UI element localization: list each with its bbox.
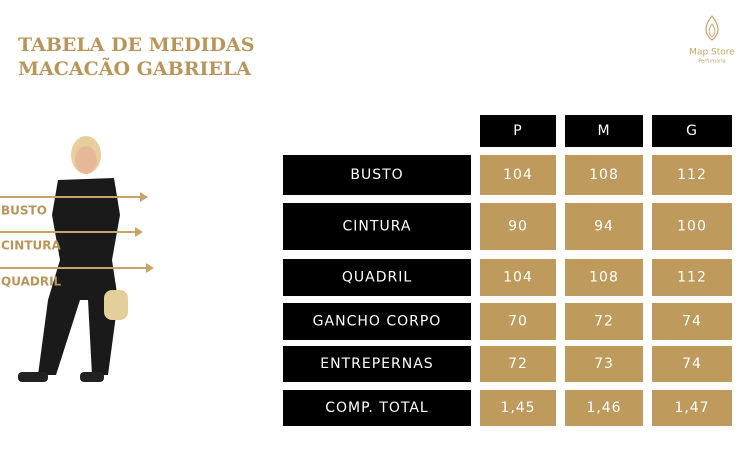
cell-text: 112 xyxy=(677,167,707,183)
cell xyxy=(652,346,732,382)
logo-tagline: Perfumaria xyxy=(698,59,725,65)
column-header xyxy=(480,115,556,147)
row-label-text: GANCHO CORPO xyxy=(313,314,442,330)
row-label-text: QUADRIL xyxy=(342,270,412,286)
cell-text: 94 xyxy=(594,219,614,235)
row-label-text: COMP. TOTAL xyxy=(325,400,428,416)
row-label-text: BUSTO xyxy=(350,167,403,183)
cell-text: 72 xyxy=(508,356,528,372)
cell xyxy=(652,155,732,195)
title: MACACÃO GABRIELA xyxy=(18,57,251,80)
cell-text: 90 xyxy=(508,219,528,235)
cell-text: 74 xyxy=(682,356,702,372)
arrow-head xyxy=(146,263,154,273)
column-header xyxy=(565,115,643,147)
measure-label: QUADRIL xyxy=(1,275,62,289)
cell-text: 108 xyxy=(589,167,619,183)
column-header-text: P xyxy=(513,123,522,139)
cell-text: 104 xyxy=(503,270,533,286)
column-header xyxy=(652,115,732,147)
row-label xyxy=(283,303,471,340)
cell xyxy=(652,390,732,426)
cell xyxy=(480,259,556,296)
row-label xyxy=(283,346,471,382)
cell xyxy=(565,203,643,250)
cell xyxy=(565,303,643,340)
cell xyxy=(652,203,732,250)
cell xyxy=(565,155,643,195)
row-label-text: ENTREPERNAS xyxy=(320,356,433,372)
arrow-head xyxy=(140,192,148,202)
cell xyxy=(480,346,556,382)
logo-name: Map Store xyxy=(689,48,735,58)
cell-text: 100 xyxy=(677,219,707,235)
cell xyxy=(480,390,556,426)
cell-text: 70 xyxy=(508,314,528,330)
cell xyxy=(565,259,643,296)
row-label xyxy=(283,259,471,296)
row-label xyxy=(283,203,471,250)
measure-label: CINTURA xyxy=(1,239,61,253)
cell xyxy=(480,303,556,340)
cell xyxy=(480,203,556,250)
column-header-text: G xyxy=(686,123,698,139)
cell-text: 1,47 xyxy=(674,400,709,416)
cell xyxy=(565,346,643,382)
cell xyxy=(565,390,643,426)
model-figure xyxy=(18,136,128,382)
logo: Map Store Perfumaria xyxy=(689,15,735,65)
column-header-text: M xyxy=(597,123,610,139)
row-label-text: CINTURA xyxy=(343,219,412,235)
cell-text: 72 xyxy=(594,314,614,330)
cell-text: 74 xyxy=(682,314,702,330)
row-label xyxy=(283,155,471,195)
arrow-head xyxy=(135,227,143,237)
cell xyxy=(652,303,732,340)
cell-text: 108 xyxy=(589,270,619,286)
row-label xyxy=(283,390,471,426)
measure-label: BUSTO xyxy=(1,204,47,218)
cell-text: 1,46 xyxy=(586,400,621,416)
cell-text: 73 xyxy=(594,356,614,372)
cell-text: 104 xyxy=(503,167,533,183)
cell xyxy=(480,155,556,195)
cell xyxy=(652,259,732,296)
title: TABELA DE MEDIDAS xyxy=(18,34,255,56)
cell-text: 112 xyxy=(677,270,707,286)
cell-text: 1,45 xyxy=(500,400,535,416)
